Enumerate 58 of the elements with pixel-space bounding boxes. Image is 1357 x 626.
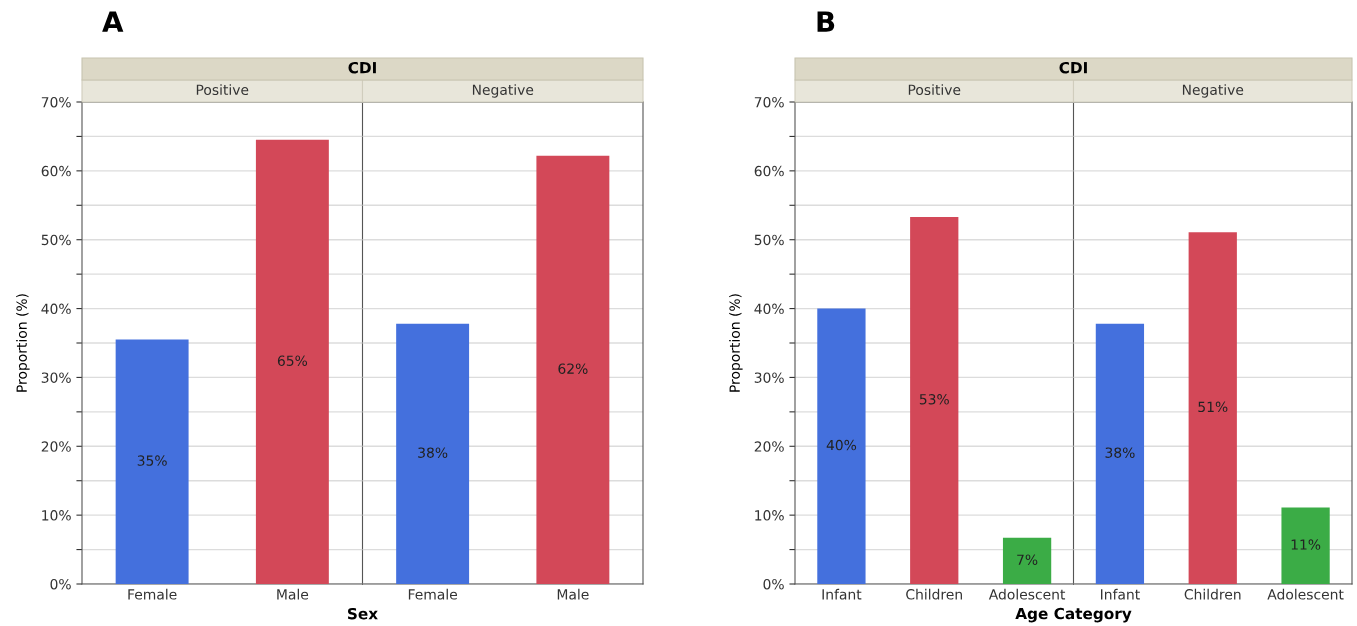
y-tick-label: 20% (754, 441, 784, 452)
bar (1188, 232, 1237, 584)
bar (910, 216, 959, 584)
x-tick-label: Male (557, 588, 589, 600)
bar (255, 139, 329, 584)
data-label: 51% (1198, 401, 1228, 413)
bar (817, 308, 866, 584)
chart-title: CDI (1059, 61, 1087, 74)
y-tick-label: 10% (755, 510, 784, 521)
bar (396, 323, 470, 584)
bar (1281, 507, 1330, 584)
x-axis-title: Sex (347, 607, 378, 620)
y-tick-label: 60% (41, 165, 71, 177)
y-tick-label: 10% (42, 510, 71, 521)
data-label: 38% (418, 447, 448, 458)
y-tick-label: 30% (41, 372, 71, 383)
data-label: 38% (1105, 447, 1135, 458)
y-tick-label: 30% (754, 372, 784, 383)
x-tick-label: Infant (822, 588, 862, 600)
y-tick-label: 0% (763, 578, 784, 590)
chart-title: CDI (348, 61, 376, 74)
data-label: 62% (558, 363, 588, 374)
x-tick-label: Female (408, 588, 457, 600)
y-tick-label: 50% (754, 234, 784, 246)
bar (536, 155, 610, 584)
x-tick-label: Female (128, 588, 177, 600)
data-label: 65% (277, 355, 308, 366)
text: Negative (472, 84, 534, 98)
y-tick-label: 60% (754, 165, 784, 177)
y-tick-label: 0% (50, 578, 71, 590)
x-tick-label: Infant (1101, 588, 1140, 600)
text: B (817, 11, 835, 32)
data-label: 40% (826, 439, 857, 451)
y-tick-label: 40% (41, 303, 71, 315)
data-label: 7% (1017, 554, 1038, 565)
x-tick-label: Adolescent (988, 588, 1066, 600)
y-tick-label: 50% (41, 234, 71, 246)
y-axis-title: Proportion (%) (16, 294, 30, 392)
data-label: 35% (137, 455, 167, 466)
text: A (102, 11, 124, 32)
x-tick-label: Children (906, 588, 962, 600)
text: Negative (1182, 84, 1244, 98)
y-tick-label: 40% (754, 303, 784, 315)
data-label: 11% (1291, 539, 1321, 550)
y-tick-label: 70% (754, 96, 784, 108)
y-tick-label: 70% (41, 96, 71, 108)
data-label: 53% (919, 394, 949, 405)
y-axis-title: Proportion (%) (729, 294, 743, 392)
x-tick-label: Male (277, 588, 309, 600)
bar (1095, 323, 1145, 584)
x-axis-title: Age Category (1015, 607, 1132, 623)
bar (115, 339, 189, 584)
x-tick-label: Adolescent (1267, 588, 1344, 600)
y-tick-label: 20% (41, 441, 71, 452)
x-tick-label: Children (1184, 588, 1241, 600)
bar (1002, 537, 1052, 584)
text: Positive (908, 84, 961, 96)
text: Positive (196, 84, 249, 96)
